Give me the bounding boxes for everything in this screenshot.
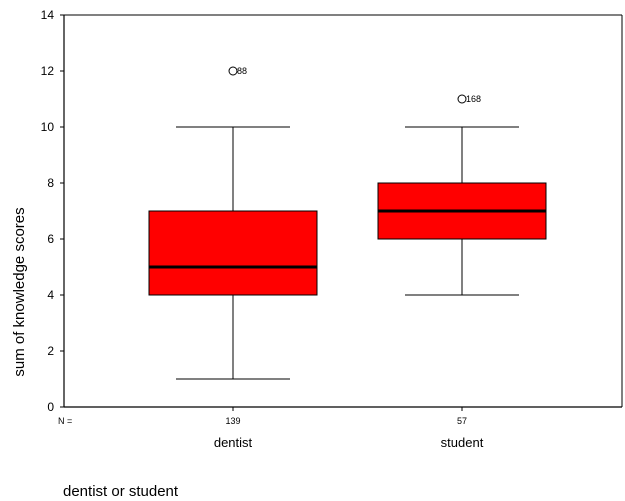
category-label: student xyxy=(441,435,484,450)
category-label: dentist xyxy=(214,435,253,450)
interquartile-box xyxy=(148,210,318,296)
n-prefix-label: N = xyxy=(58,416,72,426)
y-tick-label: 0 xyxy=(47,400,54,414)
y-tick-label: 2 xyxy=(47,344,54,358)
outlier-label: 88 xyxy=(237,66,247,76)
y-axis: 0 2 4 6 8 10 12 14 xyxy=(41,8,64,414)
y-tick-label: 4 xyxy=(47,288,54,302)
box-series: 88 168 xyxy=(148,66,547,380)
outlier-marker xyxy=(457,94,467,104)
plot-frame xyxy=(63,14,623,408)
outlier-marker xyxy=(228,66,238,76)
n-count-label: 139 xyxy=(225,416,240,426)
y-tick-label: 10 xyxy=(41,120,55,134)
y-tick-label: 6 xyxy=(47,232,54,246)
x-axis: N = 139 dentist 57 student xyxy=(58,407,484,450)
y-tick-label: 8 xyxy=(47,176,54,190)
y-axis-title: sum of knowledge scores xyxy=(11,207,28,376)
box-student: 168 xyxy=(377,94,547,296)
n-count-label: 57 xyxy=(457,416,467,426)
box-dentist: 88 xyxy=(148,66,318,380)
outlier-label: 168 xyxy=(466,94,481,104)
y-tick-label: 12 xyxy=(41,64,55,78)
y-tick-label: 14 xyxy=(41,8,55,22)
x-axis-group-title: dentist or student xyxy=(63,483,179,500)
